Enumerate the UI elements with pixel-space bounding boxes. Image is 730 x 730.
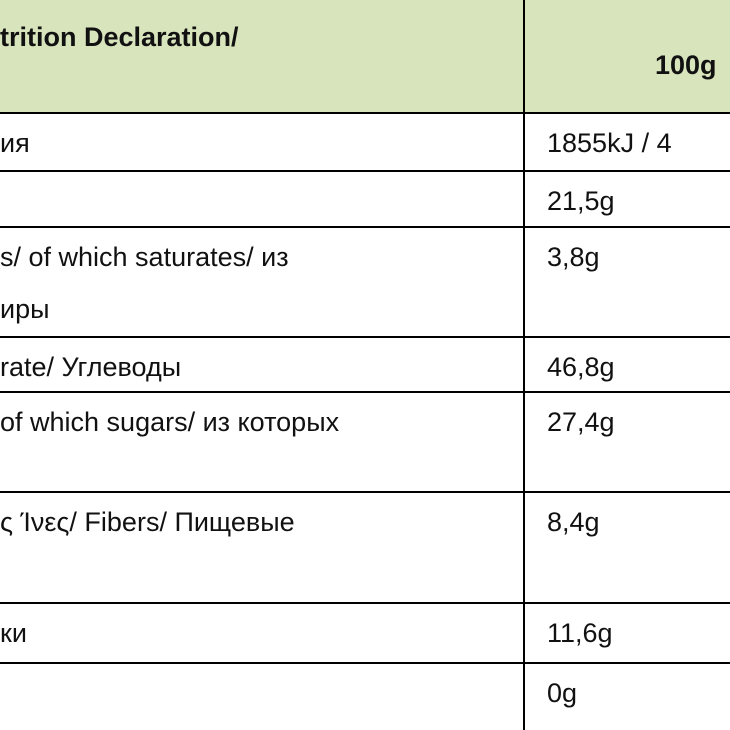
row-label-cell: of which sugars/ из которых bbox=[0, 391, 525, 493]
row-label-cell bbox=[0, 170, 525, 228]
row-label-cell: ки bbox=[0, 602, 525, 664]
row-label-cell: ия bbox=[0, 112, 525, 172]
row-value-cell: 21,5g bbox=[525, 170, 730, 228]
row-value: 0g bbox=[547, 678, 578, 708]
row-label-cell: ς Ίνες/ Fibers/ Пищевые bbox=[0, 491, 525, 604]
row-value: 21,5g bbox=[547, 186, 615, 216]
row-value: 46,8g bbox=[547, 352, 615, 382]
row-label: ς Ίνες/ Fibers/ Пищевые bbox=[0, 507, 295, 537]
row-value: 3,8g bbox=[547, 242, 600, 272]
row-value-cell: 27,4g bbox=[525, 391, 730, 493]
row-value-cell: 1855kJ / 4 bbox=[525, 112, 730, 172]
row-value-cell: 46,8g bbox=[525, 336, 730, 393]
row-label-cell bbox=[0, 662, 525, 730]
header-value-cell: 100g bbox=[525, 0, 730, 114]
header-label: trition Declaration/ bbox=[0, 22, 239, 52]
header-label-cell: trition Declaration/ bbox=[0, 0, 525, 114]
row-label: иры bbox=[0, 294, 50, 324]
row-value-cell: 11,6g bbox=[525, 602, 730, 664]
header-value: 100g bbox=[655, 50, 717, 80]
row-value-cell: 3,8g bbox=[525, 226, 730, 338]
row-label: ки bbox=[0, 618, 27, 648]
row-label-cell: rate/ Углеводы bbox=[0, 336, 525, 393]
row-value: 8,4g bbox=[547, 507, 600, 537]
row-label: of which sugars/ из которых bbox=[0, 407, 340, 437]
row-value: 11,6g bbox=[547, 618, 613, 648]
row-label: rate/ Углеводы bbox=[0, 352, 182, 382]
row-value: 1855kJ / 4 bbox=[547, 128, 672, 158]
row-value: 27,4g bbox=[547, 407, 615, 437]
row-value-cell: 0g bbox=[525, 662, 730, 730]
row-label: s/ of which saturates/ из bbox=[0, 242, 289, 272]
row-label-cell: s/ of which saturates/ из иры bbox=[0, 226, 525, 338]
row-value-cell: 8,4g bbox=[525, 491, 730, 604]
row-label: ия bbox=[0, 128, 30, 158]
